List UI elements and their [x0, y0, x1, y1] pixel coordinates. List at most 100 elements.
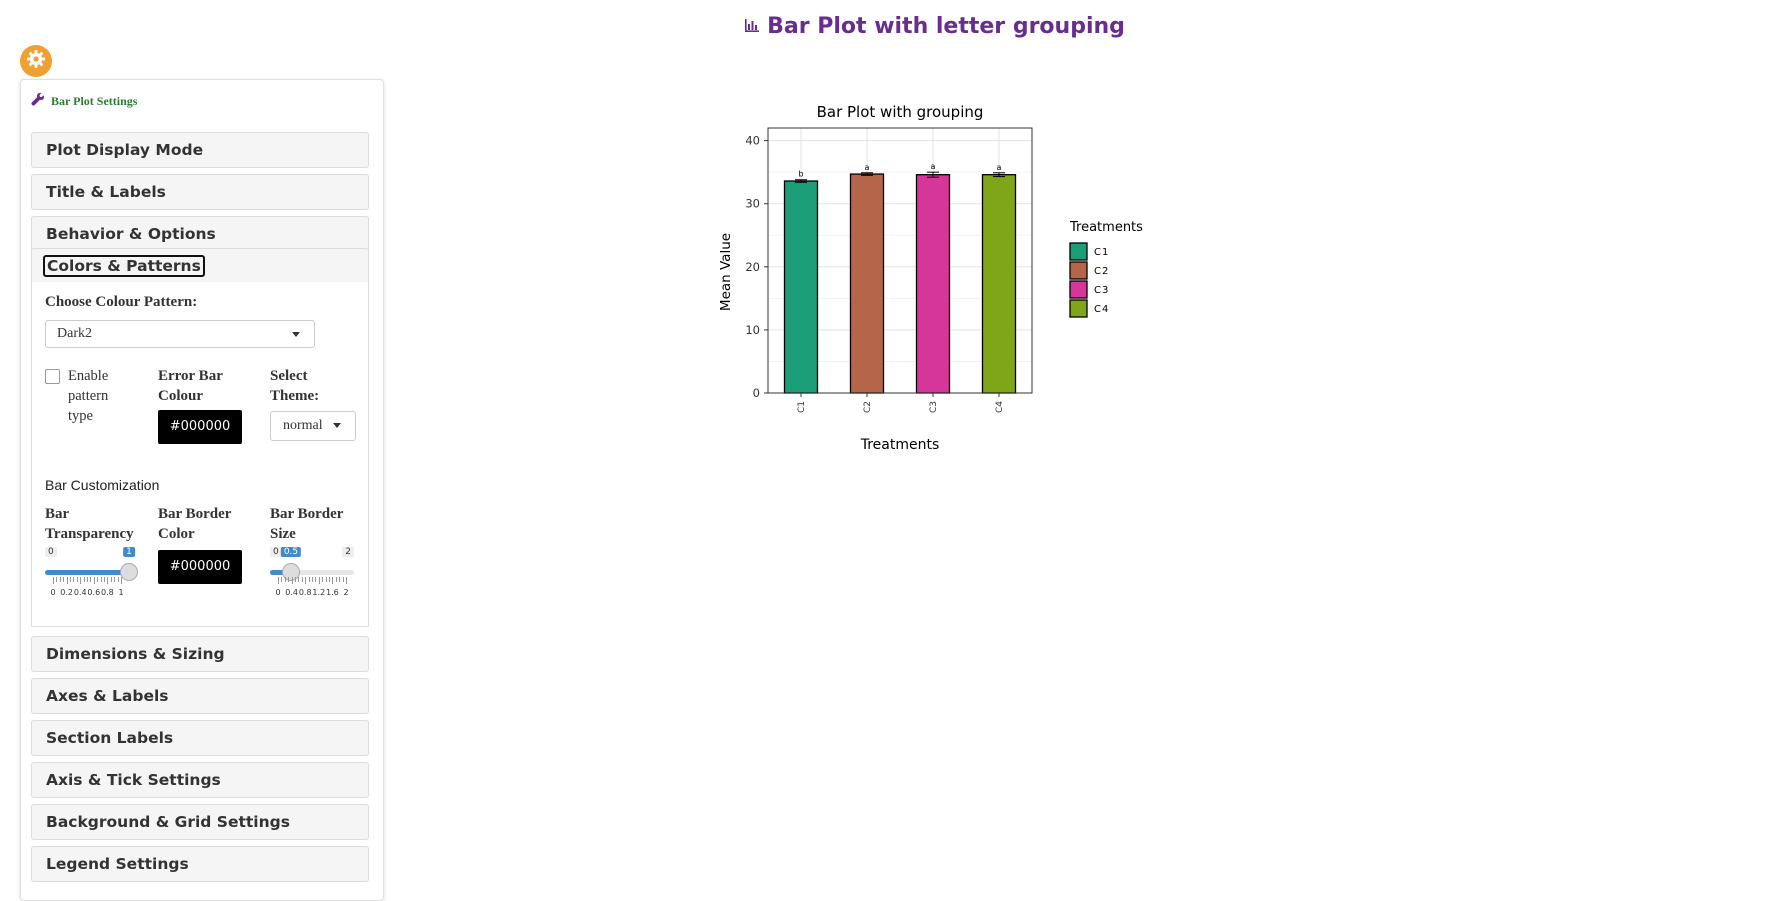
- slider-tick-label: 0.4: [285, 588, 298, 597]
- slider-min-label: 0: [270, 547, 282, 557]
- slider-tick: [332, 577, 334, 584]
- slider-fill: [45, 570, 129, 575]
- error-bar-colour-input[interactable]: #000000: [158, 410, 242, 444]
- chart-title: Bar Plot with grouping: [817, 103, 984, 121]
- y-tick-label: 10: [745, 323, 760, 337]
- section-axes-labels[interactable]: Axes & Labels: [31, 678, 369, 714]
- slider-tick-label: 1: [118, 588, 124, 597]
- slider-tick: [278, 577, 279, 584]
- chevron-down-icon: [292, 332, 300, 337]
- slider-max-label: 2: [342, 547, 354, 557]
- slider-tick-label: 2: [343, 588, 349, 597]
- slider-tick: [346, 577, 347, 584]
- slider-min-label: 0: [45, 547, 57, 557]
- theme-select[interactable]: normal: [270, 411, 356, 441]
- slider-tick: [90, 577, 92, 582]
- section-legend-settings[interactable]: Legend Settings: [31, 846, 369, 882]
- bar-border-size-slider[interactable]: 0 2 0.5 0 0.4 0.8 1.2 1.6 2: [270, 547, 354, 597]
- slider-tick: [284, 577, 286, 582]
- slider-tick: [76, 577, 78, 582]
- x-tick-label: C1: [797, 401, 807, 413]
- slider-tick: [335, 577, 337, 582]
- slider-tick: [315, 577, 317, 582]
- slider-track: [270, 570, 354, 575]
- slider-tick-label: 0.6: [87, 588, 101, 597]
- slider-tick-label: 0.8: [101, 588, 114, 597]
- colour-pattern-select[interactable]: Dark2: [45, 320, 315, 348]
- slider-tick: [56, 577, 58, 582]
- slider-tick: [322, 577, 324, 582]
- slider-tick: [104, 577, 105, 582]
- slider-tick: [59, 577, 61, 582]
- error-bar-colour-label: Error Bar Colour: [158, 368, 223, 404]
- legend-title: Treatments: [1069, 220, 1143, 235]
- section-label: Axes & Labels: [46, 687, 169, 705]
- wrench-icon: [31, 92, 45, 110]
- slider-tick: [53, 577, 54, 584]
- section-section-labels[interactable]: Section Labels: [31, 720, 369, 756]
- slider-tick: [121, 577, 122, 584]
- section-axis-tick-settings[interactable]: Axis & Tick Settings: [31, 762, 369, 798]
- bar-border-color-input[interactable]: #000000: [158, 550, 242, 584]
- group-letter-label: a: [931, 162, 936, 171]
- slider-ticks: [45, 577, 129, 585]
- colour-pattern-label: Choose Colour Pattern:: [45, 294, 198, 310]
- bar: [981, 174, 1017, 394]
- section-label: Colors & Patterns: [43, 255, 205, 277]
- section-label: Section Labels: [46, 729, 174, 747]
- legend-swatch: [1069, 299, 1088, 318]
- pattern-checkbox[interactable]: [45, 369, 60, 384]
- section-behavior-options[interactable]: Behavior & Options: [31, 216, 369, 252]
- slider-tick: [288, 577, 290, 582]
- section-dimensions-sizing[interactable]: Dimensions & Sizing: [31, 636, 369, 672]
- section-label: Axis & Tick Settings: [46, 771, 221, 789]
- section-label: Background & Grid Settings: [46, 813, 290, 831]
- section-label: Plot Display Mode: [46, 141, 204, 159]
- slider-tick-label: 1.6: [326, 588, 339, 597]
- slider-tick: [110, 577, 112, 582]
- bar: [915, 174, 951, 394]
- slider-value-label: 0.5: [280, 547, 302, 557]
- section-label: Title & Labels: [46, 183, 166, 201]
- slider-handle[interactable]: [120, 563, 138, 581]
- slider-fill: [270, 570, 291, 575]
- group-letter-label: a: [997, 163, 1002, 172]
- slider-value-label: 1: [123, 547, 135, 557]
- section-label: Legend Settings: [46, 855, 189, 873]
- legend-swatch: [1069, 280, 1088, 299]
- slider-tick: [318, 577, 320, 584]
- slider-tick: [291, 577, 293, 584]
- slider-tick: [114, 577, 116, 582]
- y-tick-label: 20: [745, 260, 760, 274]
- theme-value: normal: [283, 418, 323, 433]
- y-tick-label: 40: [745, 134, 760, 148]
- bar-transparency-slider[interactable]: 0 1 0 0.2 0.4 0.6 0.8 1: [45, 547, 138, 597]
- section-title-labels[interactable]: Title & Labels: [31, 174, 369, 210]
- chevron-down-icon: [333, 423, 341, 428]
- slider-tick: [295, 577, 296, 582]
- settings-panel: Bar Plot Settings Plot Display Mode Titl…: [20, 79, 384, 901]
- y-axis-label: Mean Value: [718, 233, 734, 311]
- slider-handle[interactable]: [282, 563, 300, 581]
- x-tick-label: C2: [863, 401, 873, 413]
- section-background-grid-settings[interactable]: Background & Grid Settings: [31, 804, 369, 840]
- y-tick-label: 0: [753, 386, 760, 400]
- slider-tick-label: 1.2: [312, 588, 326, 597]
- slider-tick: [80, 577, 82, 584]
- panel-header: Bar Plot Settings: [31, 92, 137, 110]
- bar-transparency-label: Bar Transparency: [45, 506, 134, 542]
- x-tick-label: C4: [995, 401, 1005, 413]
- slider-ticks: [270, 577, 354, 585]
- slider-tick: [342, 577, 344, 582]
- settings-toggle-button[interactable]: [20, 45, 52, 77]
- section-plot-display-mode[interactable]: Plot Display Mode: [31, 132, 369, 168]
- slider-tick: [312, 577, 313, 582]
- section-colors-patterns[interactable]: Colors & Patterns: [31, 248, 369, 284]
- slider-tick: [83, 577, 85, 582]
- slider-tick: [298, 577, 300, 582]
- panel-header-label: Bar Plot Settings: [51, 93, 138, 108]
- slider-tick: [70, 577, 71, 582]
- bar-border-color-label: Bar Border Color: [158, 506, 232, 542]
- legend-swatch: [1069, 242, 1088, 261]
- slider-tick: [66, 577, 68, 584]
